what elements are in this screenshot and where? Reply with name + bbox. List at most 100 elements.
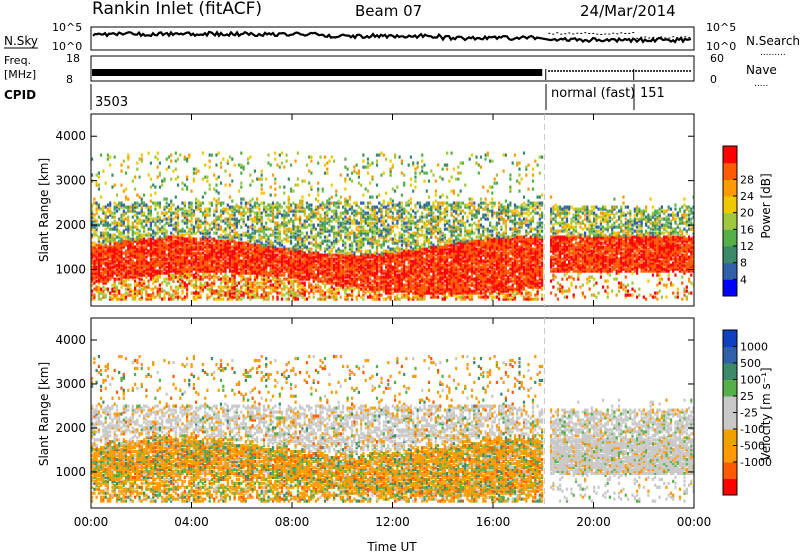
echo-cell — [260, 229, 263, 233]
echo-cell — [335, 237, 338, 241]
echo-cell — [238, 291, 241, 295]
echo-cell — [351, 257, 354, 261]
echo-cell — [389, 269, 392, 273]
echo-cell — [91, 233, 94, 237]
echo-cell — [369, 229, 372, 233]
echo-cell — [380, 245, 383, 249]
echo-cell — [366, 261, 370, 265]
echo-cell — [333, 245, 336, 249]
echo-cell — [222, 261, 225, 265]
echo-cell — [303, 219, 306, 223]
echo-cell — [373, 265, 376, 269]
echo-cell — [240, 269, 243, 273]
echo-cell — [179, 251, 182, 255]
echo-cell — [224, 251, 227, 255]
echo-cell — [400, 289, 403, 293]
echo-cell — [323, 273, 327, 277]
echo-cell — [317, 261, 320, 265]
echo-cell — [233, 257, 236, 261]
echo-cell — [305, 261, 308, 265]
echo-cell — [145, 245, 148, 249]
echo-cell — [167, 221, 171, 225]
echo-cell — [143, 245, 146, 249]
echo-cell — [124, 279, 128, 283]
echo-cell — [346, 275, 349, 279]
echo-cell — [149, 251, 152, 255]
echo-cell — [366, 279, 370, 283]
echo-cell — [219, 161, 223, 165]
echo-cell — [290, 163, 293, 167]
echo-cell — [224, 261, 227, 265]
echo-cell — [170, 277, 173, 281]
echo-cell — [140, 241, 143, 245]
echo-cell — [280, 215, 284, 219]
echo-cell — [179, 247, 182, 251]
echo-cell — [308, 263, 311, 267]
echo-cell — [192, 251, 195, 255]
nave-point — [599, 70, 601, 72]
echo-cell — [308, 223, 311, 227]
echo-cell — [378, 277, 381, 281]
echo-cell — [342, 287, 345, 291]
echo-cell — [138, 267, 141, 271]
echo-cell — [179, 255, 182, 259]
echo-cell — [351, 255, 354, 259]
echo-cell — [188, 271, 191, 275]
echo-cell — [244, 203, 247, 207]
echo-cell — [312, 257, 315, 261]
echo-cell — [396, 285, 399, 289]
echo-cell — [366, 265, 370, 269]
echo-cell — [134, 207, 137, 211]
echo-cell — [138, 203, 141, 207]
echo-cell — [375, 269, 379, 273]
echo-cell — [109, 255, 112, 259]
echo-cell — [364, 217, 367, 221]
echo-cell — [233, 217, 236, 221]
echo-cell — [134, 231, 137, 235]
echo-cell — [378, 255, 381, 259]
echo-cell — [312, 237, 315, 241]
echo-cell — [181, 269, 184, 273]
echo-cell — [217, 277, 220, 281]
echo-cell — [226, 297, 229, 301]
echo-cell — [172, 293, 175, 297]
echo-cell — [344, 199, 347, 203]
echo-cell — [321, 221, 324, 225]
echo-cell — [351, 269, 354, 273]
echo-cell — [262, 265, 266, 269]
echo-cell — [360, 269, 363, 273]
echo-cell — [414, 293, 417, 297]
echo-cell — [326, 199, 329, 203]
echo-cell — [129, 257, 132, 261]
echo-cell — [371, 221, 374, 225]
echo-cell — [186, 269, 189, 273]
echo-cell — [296, 251, 299, 255]
echo-cell — [319, 257, 322, 261]
echo-cell — [244, 291, 247, 295]
echo-cell — [305, 247, 308, 251]
echo-cell — [176, 235, 180, 239]
echo-cell — [109, 251, 112, 255]
echo-cell — [364, 275, 367, 279]
echo-cell — [403, 269, 406, 273]
echo-cell — [271, 285, 275, 289]
echo-cell — [403, 265, 406, 269]
echo-cell — [378, 265, 381, 269]
echo-cell — [382, 271, 385, 275]
echo-cell — [271, 283, 275, 287]
echo-cell — [375, 263, 379, 267]
echo-cell — [382, 249, 385, 253]
echo-cell — [174, 295, 177, 299]
echo-cell — [115, 193, 119, 197]
echo-cell — [120, 273, 123, 277]
echo-cell — [346, 217, 349, 221]
echo-cell — [217, 285, 220, 289]
echo-cell — [412, 279, 415, 283]
echo-cell — [373, 229, 376, 233]
echo-cell — [371, 207, 374, 211]
echo-cell — [201, 211, 204, 215]
echo-cell — [224, 291, 227, 295]
echo-cell — [389, 283, 392, 287]
echo-cell — [113, 283, 116, 287]
echo-cell — [351, 179, 354, 183]
